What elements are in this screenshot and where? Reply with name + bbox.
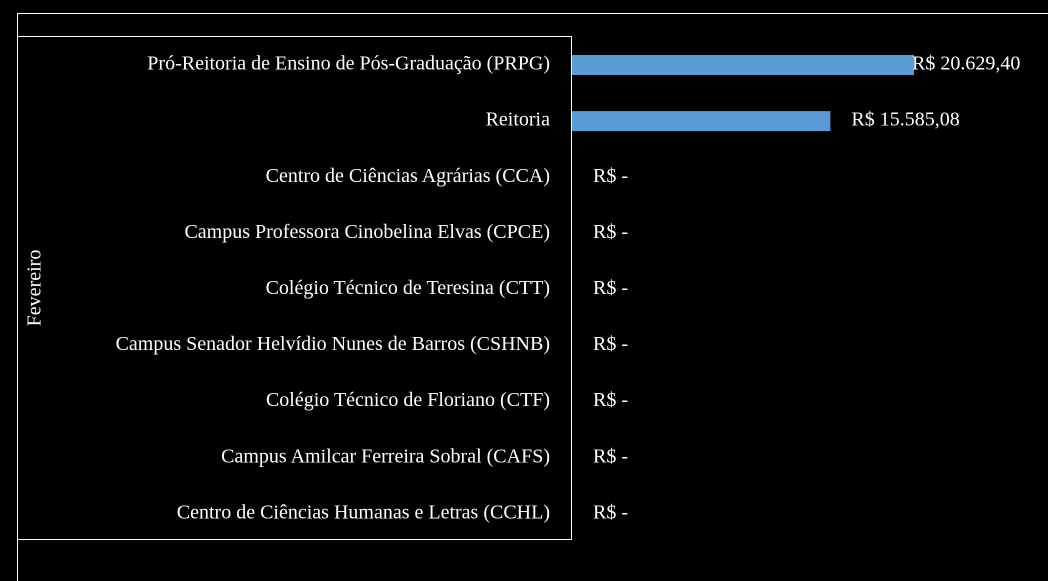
- value-label: R$ -: [593, 277, 628, 299]
- category-label: Colégio Técnico de Floriano (CTF): [266, 389, 550, 411]
- value-label: R$ 15.585,08: [851, 109, 959, 131]
- value-label: R$ -: [593, 389, 628, 411]
- value-label: R$ -: [593, 165, 628, 187]
- category-label: Reitoria: [486, 109, 551, 131]
- category-label: Centro de Ciências Humanas e Letras (CCH…: [177, 501, 550, 523]
- value-label: R$ -: [593, 501, 628, 523]
- bar: [572, 55, 914, 75]
- category-label: Campus Amilcar Ferreira Sobral (CAFS): [221, 445, 550, 467]
- value-label: R$ -: [593, 445, 628, 467]
- category-label: Centro de Ciências Agrárias (CCA): [266, 165, 550, 187]
- group-label: Fevereiro: [24, 250, 46, 327]
- value-label: R$ -: [593, 333, 628, 355]
- category-label: Colégio Técnico de Teresina (CTT): [266, 277, 550, 299]
- category-label: Campus Senador Helvídio Nunes de Barros …: [116, 333, 550, 355]
- bar: [572, 111, 831, 132]
- category-label: Pró-Reitoria de Ensino de Pós-Graduação …: [147, 53, 550, 75]
- value-label: R$ 20.629,40: [912, 53, 1020, 75]
- category-label: Campus Professora Cinobelina Elvas (CPCE…: [184, 221, 550, 243]
- value-label: R$ -: [593, 221, 628, 243]
- category-box: [17, 36, 572, 540]
